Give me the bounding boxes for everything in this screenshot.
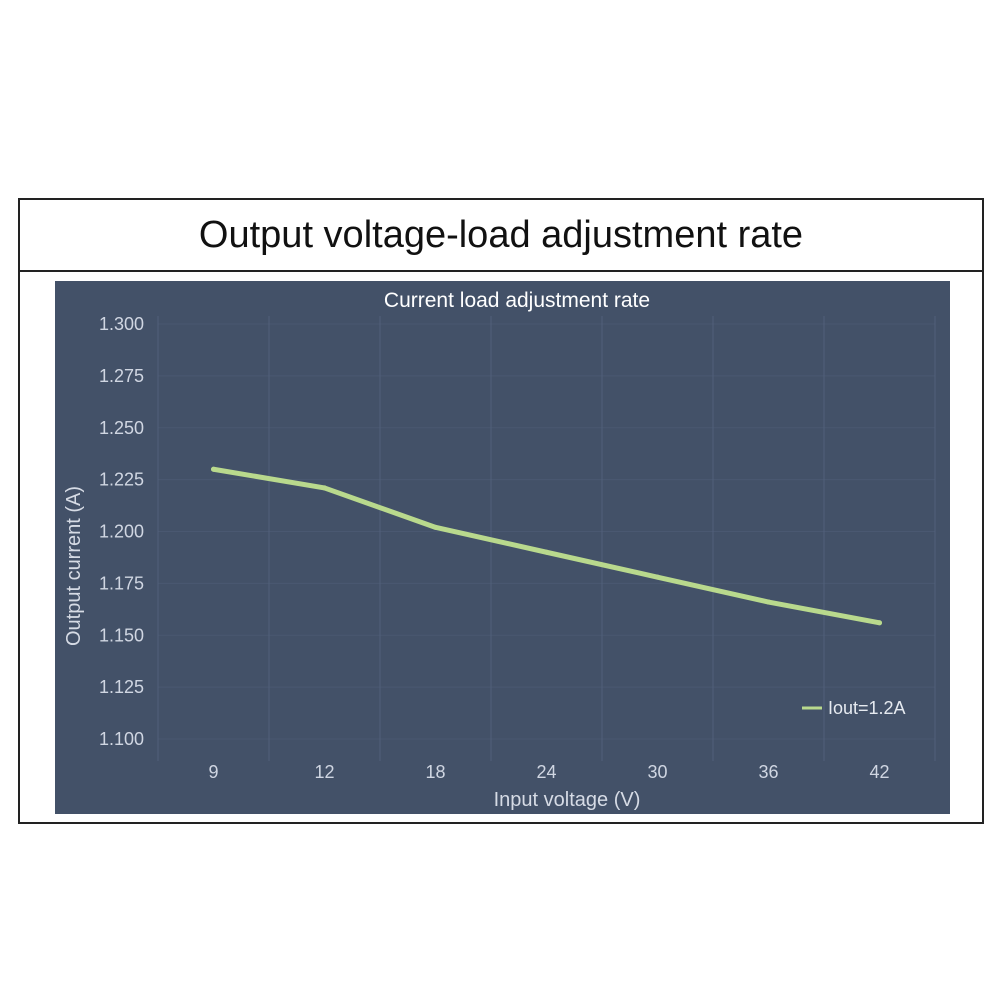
chart-panel: 1.100 1.125 1.150 1.175 1.200 1.225 1.250 1.275… xyxy=(55,281,950,814)
y-axis-title: Output current (A) xyxy=(63,486,85,646)
grid-layer xyxy=(157,316,936,761)
x-tick-label: 30 xyxy=(647,762,667,782)
series-layer xyxy=(211,466,882,626)
y-tick-label: 1.150 xyxy=(99,625,144,645)
x-tick-label: 18 xyxy=(425,762,445,782)
y-tick-label: 1.225 xyxy=(99,470,144,490)
series-line xyxy=(211,466,882,626)
data-point xyxy=(211,466,216,472)
banner-title: Output voltage-load adjustment rate xyxy=(20,200,982,272)
chart-title: Current load adjustment rate xyxy=(384,289,650,312)
data-point xyxy=(544,549,549,555)
line-chart: 1.100 1.125 1.150 1.175 1.200 1.225 1.250 1.275… xyxy=(63,289,936,811)
x-tick-label: 42 xyxy=(869,762,889,782)
x-tick-label: 24 xyxy=(536,762,556,782)
data-point xyxy=(655,574,660,580)
x-tick-label: 9 xyxy=(208,762,218,782)
data-point xyxy=(322,485,327,491)
data-point xyxy=(766,599,771,605)
y-tick-label: 1.100 xyxy=(99,729,144,749)
data-point xyxy=(433,524,438,530)
y-tick-label: 1.300 xyxy=(99,314,144,334)
legend-label: Iout=1.2A xyxy=(828,698,906,718)
y-tick-label: 1.275 xyxy=(99,366,144,386)
y-tick-label: 1.200 xyxy=(99,522,144,542)
x-axis-title: Input voltage (V) xyxy=(494,789,641,811)
chart-frame: Output voltage-load adjustment rate 1.10… xyxy=(18,198,984,824)
y-tick-label: 1.125 xyxy=(99,677,144,697)
data-point xyxy=(877,620,882,626)
axis-labels: 1.100 1.125 1.150 1.175 1.200 1.225 1.250 1.275… xyxy=(99,314,890,782)
x-tick-label: 36 xyxy=(758,762,778,782)
legend: Iout=1.2A xyxy=(802,698,906,718)
y-tick-label: 1.175 xyxy=(99,573,144,593)
y-tick-label: 1.250 xyxy=(99,418,144,438)
x-tick-label: 12 xyxy=(314,762,334,782)
